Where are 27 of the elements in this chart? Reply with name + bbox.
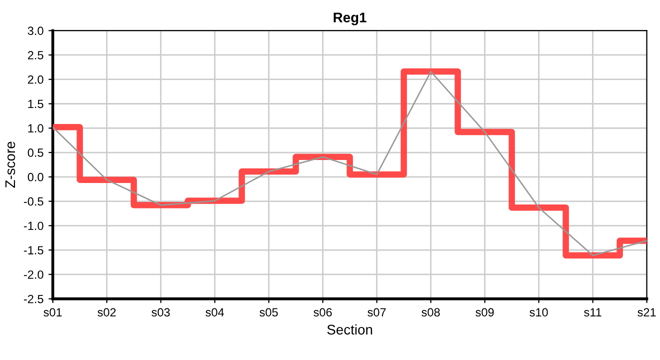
x-tick-label: s21 — [638, 308, 656, 316]
chart-title: Reg1 — [334, 12, 366, 26]
y-tick-label: 3.0 — [28, 26, 44, 35]
x-tick-label: s10 — [530, 308, 548, 316]
x-tick-label: s06 — [314, 308, 332, 316]
x-tick-label: s11 — [584, 308, 602, 316]
x-tick-label: s04 — [206, 308, 224, 316]
x-tick-label: s08 — [422, 308, 440, 316]
y-tick-label: 0.0 — [28, 172, 44, 182]
y-tick-label: -1.5 — [24, 246, 44, 254]
y-tick-label: 1.5 — [28, 100, 44, 108]
x-tick-label: s02 — [98, 308, 116, 316]
y-tick-label: -2.5 — [24, 294, 44, 304]
y-tick-label: 2.0 — [28, 75, 44, 84]
x-tick-label: s05 — [260, 308, 278, 316]
x-tick-label: s09 — [476, 308, 494, 316]
y-tick-label: 2.5 — [28, 51, 44, 60]
x-axis-title: Section — [327, 324, 372, 335]
y-tick-label: -1.0 — [24, 222, 44, 230]
y-axis-title: Z-score — [5, 142, 16, 188]
x-tick-label: s03 — [152, 308, 170, 316]
y-tick-label: 1.0 — [28, 124, 44, 133]
y-tick-label: -2.0 — [24, 270, 44, 279]
x-tick-label: s01 — [44, 308, 62, 316]
x-tick-label: s07 — [368, 308, 386, 316]
y-tick-label: -0.5 — [24, 197, 44, 206]
y-tick-label: 0.5 — [28, 148, 44, 157]
